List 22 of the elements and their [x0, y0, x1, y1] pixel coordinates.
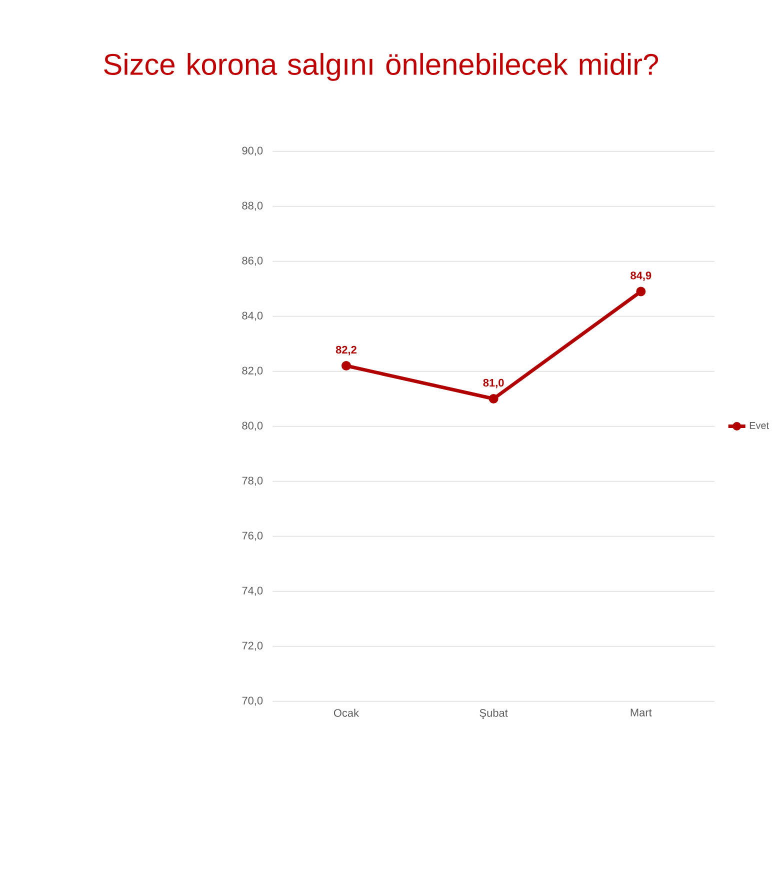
point: [636, 286, 646, 296]
y-tick-label: 88,0: [242, 202, 263, 211]
y-tick-label: 76,0: [242, 532, 263, 541]
y-tick-label: 78,0: [242, 476, 263, 486]
y-tick-label: 72,0: [242, 642, 263, 651]
y-tick-label: 86,0: [242, 256, 263, 266]
x-tick-label: Ocak: [334, 708, 360, 717]
data-label: 81,0: [483, 378, 504, 388]
x-tick-label: Mart: [630, 708, 652, 716]
legend-label: Evet: [750, 422, 769, 430]
y-tick-label: 74,0: [242, 586, 263, 596]
x-tick-label: Şubat: [480, 708, 508, 720]
y-tick-label: 70,0: [242, 696, 263, 706]
point: [341, 360, 351, 370]
y-tick-label: 84,0: [242, 312, 263, 321]
y-tick-label: 90,0: [242, 146, 263, 156]
data-label: 82,2: [336, 346, 356, 356]
y-tick-label: 82,0: [242, 366, 263, 376]
y-tick-label: 80,0: [242, 422, 263, 431]
point: [488, 394, 498, 404]
chart-title: Sizce korona salgını önlenebilecek midir?: [104, 53, 658, 81]
data-label: 84,9: [630, 272, 652, 281]
